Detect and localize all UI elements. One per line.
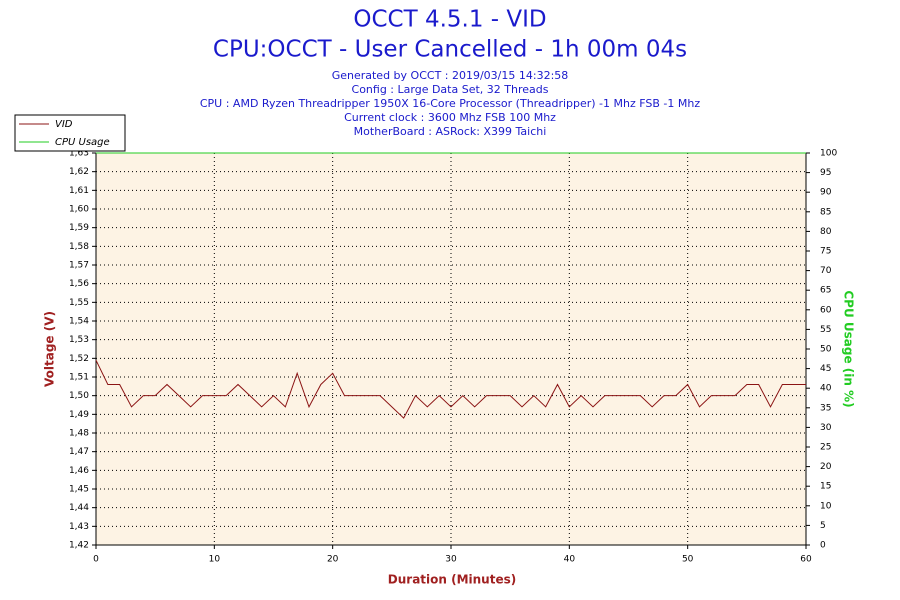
x-tick-label: 10 bbox=[209, 555, 221, 565]
y-tick-label: 1,45 bbox=[69, 485, 89, 495]
y2-tick-label: 60 bbox=[820, 305, 832, 315]
y2-tick-label: 20 bbox=[820, 462, 832, 472]
y2-tick-label: 45 bbox=[820, 364, 831, 374]
x-tick-label: 0 bbox=[93, 555, 99, 565]
x-tick-label: 20 bbox=[327, 555, 339, 565]
y2-tick-label: 25 bbox=[820, 443, 831, 453]
legend-label: CPU Usage bbox=[55, 137, 110, 148]
y2-tick-label: 15 bbox=[820, 482, 831, 492]
y2-tick-label: 85 bbox=[820, 207, 831, 217]
y-tick-label: 1,58 bbox=[69, 242, 89, 252]
x-tick-label: 40 bbox=[564, 555, 576, 565]
y2-tick-label: 10 bbox=[820, 501, 832, 511]
legend-box bbox=[14, 114, 126, 152]
subtitle: MotherBoard : ASRock: X399 Taichi bbox=[354, 125, 547, 138]
y2-tick-label: 55 bbox=[820, 325, 831, 335]
y2-tick-label: 40 bbox=[820, 384, 832, 394]
series-line bbox=[95, 359, 806, 419]
y-tick-label: 1,51 bbox=[69, 373, 89, 383]
y-tick-label: 1,59 bbox=[69, 223, 89, 233]
y-tick-label: 1,62 bbox=[69, 167, 89, 177]
y2-tick-label: 75 bbox=[820, 247, 831, 257]
x-axis-label: Duration (Minutes) bbox=[388, 573, 516, 587]
y2-tick-label: 95 bbox=[820, 168, 831, 178]
chart-title: OCCT 4.5.1 - VID bbox=[353, 7, 546, 33]
y-tick-label: 1,43 bbox=[69, 522, 89, 532]
y-tick-label: 1,60 bbox=[69, 205, 89, 215]
subtitle: Current clock : 3600 Mhz FSB 100 Mhz bbox=[344, 111, 556, 124]
y2-tick-label: 90 bbox=[820, 188, 832, 198]
y2-tick-label: 35 bbox=[820, 403, 831, 413]
y-tick-label: 1,48 bbox=[69, 429, 89, 439]
y-tick-label: 1,49 bbox=[69, 410, 89, 420]
y2-tick-label: 50 bbox=[820, 345, 832, 355]
y2-tick-label: 30 bbox=[820, 423, 832, 433]
y2-tick-label: 70 bbox=[820, 266, 832, 276]
subtitle: CPU : AMD Ryzen Threadripper 1950X 16-Co… bbox=[200, 97, 700, 110]
subtitle: Config : Large Data Set, 32 Threads bbox=[352, 83, 549, 96]
y-tick-label: 1,63 bbox=[69, 149, 89, 159]
y2-tick-label: 80 bbox=[820, 227, 832, 237]
x-tick-label: 60 bbox=[800, 555, 812, 565]
y-axis-label: Voltage (V) bbox=[43, 311, 57, 387]
y-tick-label: 1,46 bbox=[69, 466, 89, 476]
y-tick-label: 1,57 bbox=[69, 261, 89, 271]
subtitle: Generated by OCCT : 2019/03/15 14:32:58 bbox=[332, 69, 569, 82]
y-tick-label: 1,61 bbox=[69, 186, 89, 196]
x-tick-label: 30 bbox=[445, 555, 457, 565]
legend-label: VID bbox=[55, 119, 73, 130]
y-tick-label: 1,53 bbox=[69, 335, 89, 345]
y-tick-label: 1,55 bbox=[69, 298, 89, 308]
y2-tick-label: 100 bbox=[820, 149, 837, 159]
y-tick-label: 1,47 bbox=[69, 447, 89, 457]
y-tick-label: 1,50 bbox=[69, 391, 89, 401]
y-tick-label: 1,52 bbox=[69, 354, 89, 364]
y-tick-label: 1,44 bbox=[69, 503, 89, 513]
chart-title: CPU:OCCT - User Cancelled - 1h 00m 04s bbox=[213, 37, 687, 63]
y2-tick-label: 65 bbox=[820, 286, 831, 296]
y-tick-label: 1,42 bbox=[69, 541, 89, 551]
y2-axis-label: CPU Usage (in %) bbox=[842, 290, 856, 407]
y-tick-label: 1,56 bbox=[69, 279, 89, 289]
x-tick-label: 50 bbox=[682, 555, 694, 565]
y-tick-label: 1,54 bbox=[69, 317, 89, 327]
y2-tick-label: 0 bbox=[820, 541, 826, 551]
y2-tick-label: 5 bbox=[820, 521, 826, 531]
